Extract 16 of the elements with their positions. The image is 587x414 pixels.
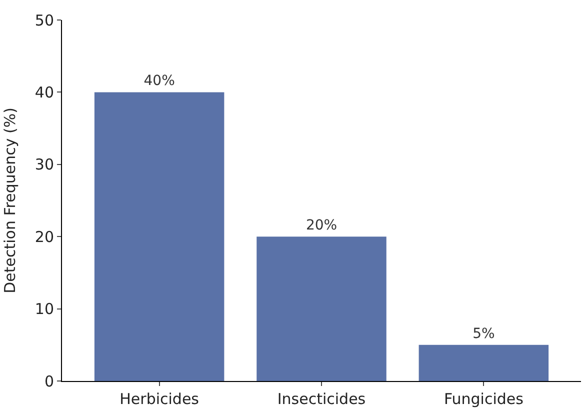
- data-label: 40%: [144, 73, 175, 90]
- bar: [256, 236, 386, 381]
- y-axis-title: Detection Frequency (%): [1, 108, 20, 294]
- bar: [94, 92, 224, 381]
- y-tick-label: 20: [34, 228, 54, 246]
- y-tick-label: 30: [34, 156, 54, 174]
- y-tick-label: 0: [44, 372, 54, 390]
- y-tick-label: 50: [34, 11, 54, 30]
- x-tick-label: Fungicides: [444, 390, 524, 408]
- x-tick-label: Insecticides: [277, 390, 366, 408]
- y-tick-label: 40: [34, 83, 54, 102]
- y-tick-label: 10: [34, 300, 54, 318]
- data-label: 20%: [306, 218, 338, 234]
- data-label: 5%: [472, 326, 495, 342]
- bar: [418, 344, 549, 381]
- x-tick-label: Herbicides: [120, 390, 200, 408]
